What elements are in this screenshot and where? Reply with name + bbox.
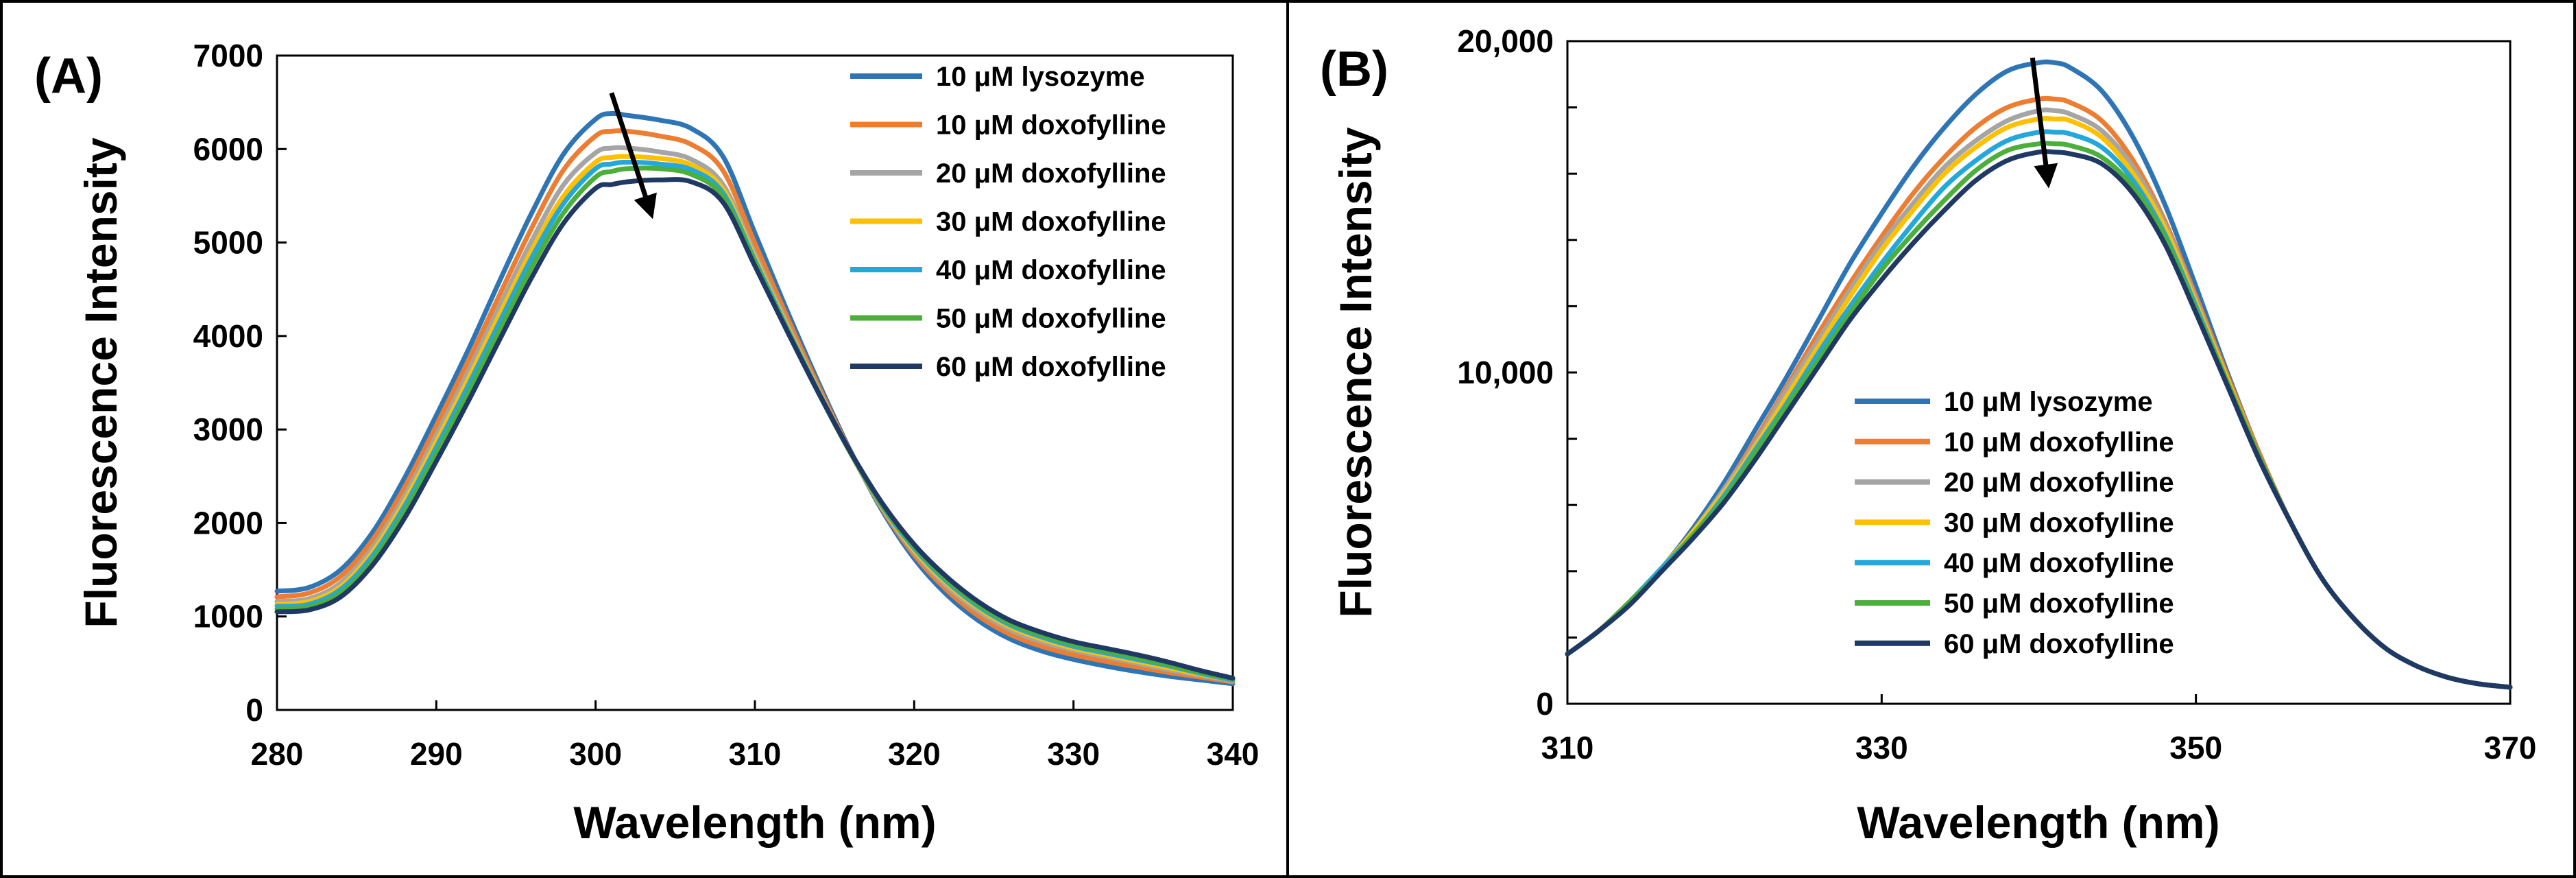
legend-label: 50 μM doxofylline [936, 304, 1166, 334]
legend-label: 30 μM doxofylline [936, 207, 1166, 237]
trend-arrow-a [609, 92, 657, 220]
legend-label: 20 μM doxofylline [1944, 468, 2174, 498]
chart-a: 0 1000 2000 3000 4000 5000 6000 7000 280 290 300 3… [34, 38, 1259, 848]
x-tick-label: 330 [1855, 730, 1908, 766]
y-tick-label: 3000 [193, 412, 263, 447]
series-line-7 [1565, 149, 2513, 690]
y-tick-label: 4000 [193, 318, 263, 354]
series-line-7 [274, 177, 1236, 681]
x-tick-label: 340 [1207, 736, 1260, 772]
panel-label-b: (B) [1320, 42, 1388, 97]
x-tick-label: 330 [1047, 736, 1100, 772]
x-tick-label: 300 [569, 736, 622, 772]
y-tick-label: 20,000 [1457, 23, 1554, 59]
x-tick-label: 310 [1541, 730, 1594, 766]
legend-label: 10 μM doxofylline [1944, 427, 2174, 458]
legend-label: 20 μM doxofylline [936, 158, 1166, 189]
x-axis-ticks-b: 310 330 350 370 [1541, 694, 2537, 766]
x-axis-ticks-a: 280 290 300 310 320 330 340 [251, 700, 1260, 772]
y-tick-label: 7000 [193, 38, 263, 73]
trend-arrow-b [2030, 57, 2058, 189]
y-tick-label: 0 [245, 692, 263, 728]
legend-label: 50 μM doxofylline [1944, 589, 2174, 619]
series-group-a [274, 110, 1236, 687]
x-tick-label: 310 [729, 736, 782, 772]
legend-label: 40 μM doxofylline [936, 255, 1166, 285]
series-line-2 [274, 128, 1236, 685]
legend-b: 10 μM lysozyme 10 μM doxofylline 20 μM dox… [1855, 387, 2174, 659]
legend-label: 10 μM lysozyme [1944, 387, 2153, 417]
y-tick-label: 0 [1536, 686, 1554, 722]
y-axis-title-b: Fluorescence Intensity [1330, 127, 1381, 618]
series-group-b [1565, 59, 2513, 690]
y-tick-label: 1000 [193, 599, 263, 634]
legend-label: 60 μM doxofylline [936, 352, 1166, 382]
series-line-1 [274, 110, 1236, 687]
y-tick-label: 5000 [193, 225, 263, 261]
y-tick-label: 2000 [193, 505, 263, 541]
y-axis-ticks-b: 0 10,000 20,000 [1457, 23, 1577, 722]
legend-label: 10 μM lysozyme [936, 62, 1145, 92]
panel-label-a: (A) [34, 49, 103, 104]
x-axis-title-a: Wavelength (nm) [573, 797, 936, 848]
y-axis-ticks-a: 0 1000 2000 3000 4000 5000 6000 7000 [193, 38, 287, 728]
legend-label: 10 μM doxofylline [936, 110, 1166, 141]
legend-a: 10 μM lysozyme 10 μM doxofylline 20 μM dox… [850, 62, 1166, 382]
y-tick-label: 10,000 [1457, 355, 1554, 390]
y-tick-label: 6000 [193, 131, 263, 167]
legend-label: 30 μM doxofylline [1944, 508, 2174, 538]
x-tick-label: 350 [2169, 730, 2222, 766]
x-tick-label: 370 [2484, 730, 2537, 766]
y-axis-title-a: Fluorescence Intensity [75, 137, 126, 628]
x-tick-label: 290 [410, 736, 463, 772]
chart-b: 0 10,000 20,000 310 330 350 370 (B) Wavelengt… [1320, 23, 2536, 848]
x-axis-title-b: Wavelength (nm) [1857, 797, 2219, 848]
x-tick-label: 280 [251, 736, 304, 772]
legend-label: 60 μM doxofylline [1944, 629, 2174, 659]
x-tick-label: 320 [888, 736, 941, 772]
legend-label: 40 μM doxofylline [1944, 548, 2174, 578]
